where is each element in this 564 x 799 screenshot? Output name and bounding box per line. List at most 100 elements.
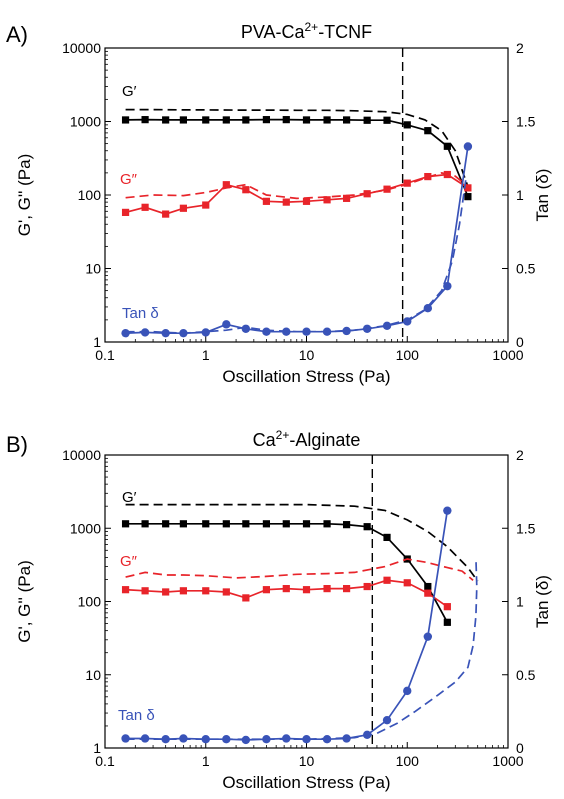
y2-tick-label: 0.5 [516,667,536,683]
y2-tick-label: 2 [516,40,524,56]
y-axis-label: G', G'' (Pa) [15,560,34,642]
data-point-square [202,116,210,124]
y2-tick-label: 0 [516,334,524,350]
data-point-square [424,589,432,597]
series-label-gp: G′ [122,489,137,506]
plot-frame [104,454,509,749]
series-line [125,146,469,335]
y2-tick-label: 1.5 [516,520,536,536]
data-point-square [141,203,149,211]
data-point-circle [201,735,210,744]
series-line [125,579,448,608]
y-axis-left: 1 10 100 1000 10000 G', G'' (Pa) [15,447,111,756]
series-line [125,118,469,197]
series-label-gpp: G″ [120,171,138,188]
data-point-square [282,198,290,206]
data-point-square [443,603,451,611]
y-tick-label: 10000 [62,40,101,56]
y2-tick-label: 0 [516,740,524,756]
data-point-square [222,588,230,596]
data-point-square [403,121,411,129]
data-point-square [443,618,451,626]
data-point-square [242,116,250,124]
y-tick-label: 10 [85,667,101,683]
data-point-square [121,520,130,528]
data-point-square [179,587,187,595]
data-point-circle [121,328,130,338]
data-point-square [162,116,170,124]
data-point-square [383,185,391,193]
data-point-square [464,193,472,201]
data-point-circle [403,686,412,696]
data-point-square [323,520,331,528]
series-label-tan: Tan δ [118,707,155,724]
data-point-square [121,116,130,124]
series-tan-dashed [125,557,478,741]
chart-title: Ca2+-Alginate [253,428,361,450]
data-point-square [162,588,170,596]
data-point-square [202,201,210,209]
x-tick-label: 1 [202,753,210,769]
data-point-square [141,520,149,528]
x-tick-label: 100 [396,347,420,363]
series-tan-measured [121,506,452,745]
y-tick-label: 1000 [70,114,101,130]
data-point-circle [121,734,130,743]
data-point-square [323,196,331,204]
data-point-square [323,585,331,593]
y-tick-label: 100 [78,187,102,203]
series-line [125,180,467,335]
data-point-circle [443,506,452,515]
data-point-square [242,594,250,602]
data-point-circle [423,632,433,641]
series-gpp-dashed [125,558,474,581]
data-point-square [403,179,411,187]
series-line [125,172,469,200]
series-label-gpp: G″ [120,553,138,570]
data-point-square [282,585,290,593]
x-axis-label: Oscillation Stress (Pa) [222,773,390,792]
x-tick-label: 0.1 [95,753,115,769]
series-line [125,510,449,741]
y2-tick-label: 1 [516,594,524,610]
data-point-square [141,116,149,124]
data-point-square [242,520,250,528]
plot-frame [104,47,509,343]
series-gpp-measured [121,576,451,611]
x-axis-label: Oscillation Stress (Pa) [222,367,390,386]
y2-tick-label: 2 [516,447,524,463]
data-point-square [342,116,351,124]
data-point-square [302,520,311,528]
data-point-circle [302,735,311,744]
y2-axis-label: Tan (δ) [533,169,552,222]
series-line [125,557,478,741]
series-line [125,558,474,581]
data-point-square [222,181,230,189]
y-axis-label: G', G'' (Pa) [15,154,34,236]
data-point-square [363,523,371,531]
series-label-gp: G′ [122,83,137,100]
data-point-square [262,586,271,594]
data-point-square [383,533,391,542]
data-point-square [282,520,290,528]
data-point-square [464,184,472,192]
y-tick-label: 10000 [62,447,101,463]
data-point-square [222,520,230,528]
series-tan-measured [121,142,473,338]
series-gpp-measured [121,170,472,218]
data-point-square [424,127,432,135]
y-tick-label: 1000 [70,520,101,536]
panel-label: B) [6,432,28,457]
y-tick-label: 100 [78,594,102,610]
data-point-circle [423,303,433,313]
series-gp-dashed [125,108,469,187]
series-gp-measured [121,116,472,201]
data-point-circle [342,326,351,336]
data-point-circle [302,327,311,336]
data-point-square [121,208,130,216]
data-point-square [302,197,311,205]
series-gpp-dashed [125,172,469,200]
data-point-square [383,576,391,584]
x-tick-label: 1000 [492,347,523,363]
